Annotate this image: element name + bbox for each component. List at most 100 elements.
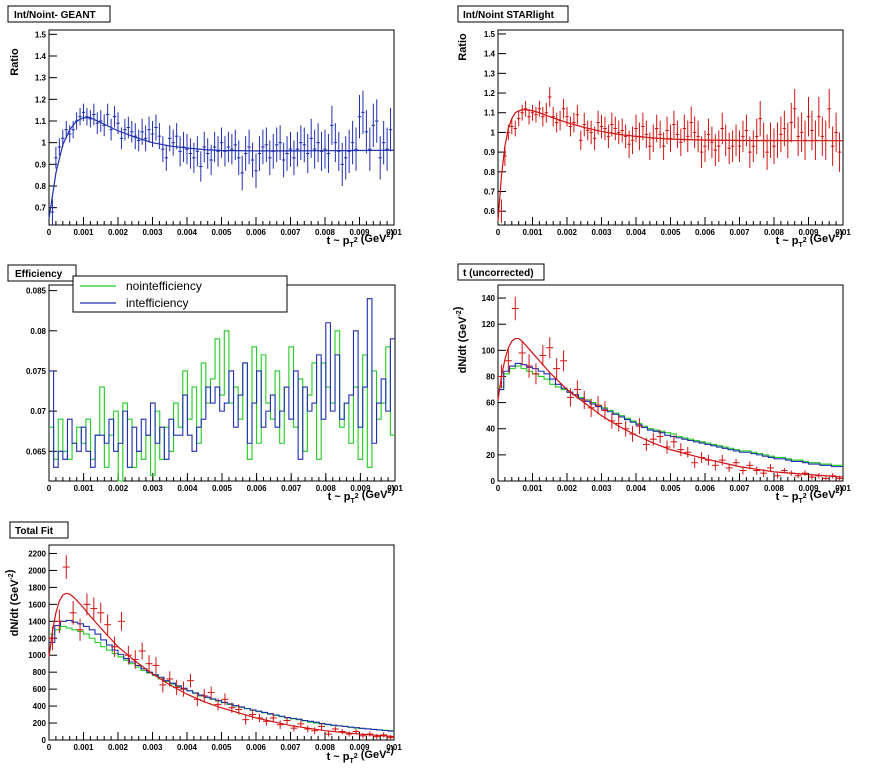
data-point: [692, 116, 697, 149]
data-point: [368, 127, 372, 171]
data-point: [717, 130, 721, 162]
data-point: [378, 136, 382, 180]
data-point: [792, 89, 797, 129]
data-point: [50, 199, 55, 225]
data-point: [575, 104, 580, 125]
data-point: [689, 106, 693, 139]
data-point: [174, 123, 179, 150]
data-point: [375, 99, 379, 143]
y-tick-label: 20: [486, 451, 495, 460]
x-tick-label: 0.005: [212, 484, 233, 493]
data-point: [641, 112, 645, 141]
data-point: [767, 464, 774, 472]
data-point: [285, 136, 289, 171]
x-tick-label: 0: [47, 484, 52, 493]
data-point: [606, 124, 611, 149]
y-tick-label: 600: [33, 685, 47, 694]
data-point: [90, 597, 98, 620]
data-point: [553, 358, 561, 380]
data-point: [180, 681, 187, 697]
x-tick-label: 0.004: [626, 484, 647, 493]
x-tick-label: 0.007: [729, 484, 750, 493]
data-point: [755, 118, 759, 155]
y-axis-label: dN/dt (GeV-2): [452, 306, 469, 373]
x-tick-label: 0.004: [177, 743, 198, 752]
x-tick-label: 0.009: [798, 484, 819, 493]
data-point: [672, 110, 676, 139]
data-point: [753, 466, 761, 475]
data-point: [340, 142, 344, 186]
data-point: [105, 103, 110, 126]
data-point: [250, 142, 255, 178]
data-point: [337, 131, 341, 171]
data-point: [748, 136, 752, 168]
x-tick-label: 0.01: [386, 743, 402, 752]
x-tick-label: 0.008: [315, 743, 336, 752]
y-tick-label: 1: [491, 128, 496, 137]
x-tick-label: 0.001: [73, 228, 94, 237]
data-point: [810, 110, 814, 151]
data-point: [326, 134, 331, 173]
y-tick-label: 800: [33, 668, 47, 677]
data-point: [233, 129, 238, 160]
y-tick-label: 1800: [28, 583, 46, 592]
data-point: [837, 132, 842, 172]
data-point: [610, 112, 614, 137]
y-tick-label: 0.6: [484, 207, 496, 216]
data-point: [230, 134, 234, 165]
data-point: [617, 120, 621, 145]
fit-curve: [48, 117, 395, 219]
x-axis-label: t ~ pT2 (GeV2): [328, 484, 396, 505]
data-point: [706, 118, 711, 151]
data-point: [71, 121, 75, 139]
data-point: [720, 112, 724, 145]
data-point: [185, 134, 189, 165]
data-point: [615, 415, 623, 432]
data-point: [548, 87, 552, 107]
data-point: [718, 454, 726, 466]
data-point: [278, 125, 282, 160]
data-point: [350, 121, 355, 165]
data-point: [168, 125, 172, 152]
data-point: [306, 134, 310, 173]
x-tick-label: 0.007: [280, 743, 301, 752]
data-point: [737, 130, 742, 162]
x-tick-label: 0.01: [835, 484, 851, 493]
x-tick-label: 0.002: [108, 228, 129, 237]
data-point: [226, 131, 231, 163]
data-point: [546, 337, 554, 359]
x-tick-label: 0.006: [247, 484, 268, 493]
data-point: [634, 114, 638, 143]
data-point: [822, 475, 830, 481]
data-point: [78, 108, 82, 126]
legend-label-nointefficiency: nointefficiency: [126, 279, 202, 293]
data-point: [525, 354, 533, 378]
data-point: [830, 126, 835, 166]
data-point: [661, 132, 666, 160]
data-point: [380, 732, 388, 738]
x-tick-label: 0.008: [764, 228, 785, 237]
x-tick-label: 0.005: [660, 484, 681, 493]
histogram-series: [49, 619, 394, 732]
x-axis-label: t ~ pT2 (GeV2): [327, 744, 395, 765]
data-point: [364, 110, 369, 154]
y-tick-label: 0.07: [30, 407, 46, 416]
data-point: [554, 112, 559, 133]
data-point: [57, 138, 62, 156]
x-tick-label: 0.003: [142, 228, 163, 237]
data-point: [207, 686, 215, 699]
x-tick-label: 0.003: [591, 228, 612, 237]
x-tick-label: 0.005: [211, 743, 232, 752]
data-point: [730, 130, 735, 162]
fit-curve: [48, 592, 395, 738]
data-point: [539, 345, 547, 367]
y-tick-label: 0.9: [35, 160, 47, 169]
y-tick-label: 1.5: [484, 30, 496, 39]
data-point: [623, 124, 628, 149]
data-point: [601, 401, 609, 420]
data-point: [171, 129, 175, 156]
data-point: [758, 100, 762, 137]
data-point: [299, 125, 303, 160]
data-point: [656, 430, 664, 444]
data-point: [530, 104, 535, 121]
